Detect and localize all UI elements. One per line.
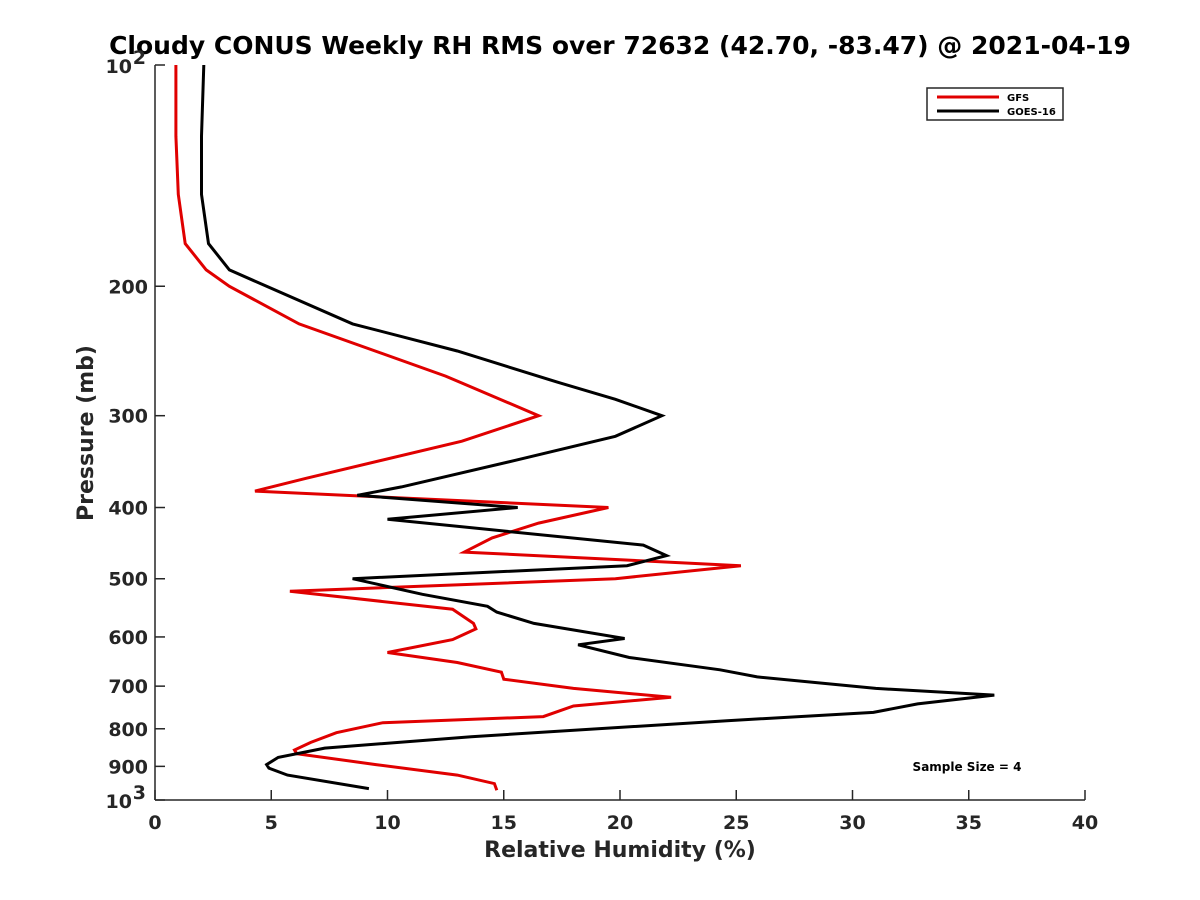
x-ticks: 0 5 10 15 20 25 30 35 40	[148, 790, 1098, 834]
y-axis-label: Pressure (mb)	[74, 345, 99, 521]
x-tick-label: 30	[839, 812, 865, 834]
y-tick-label: 200	[108, 276, 148, 298]
sample-size-annotation: Sample Size = 4	[913, 760, 1022, 774]
y-tick-label: 400	[108, 498, 148, 520]
x-tick-label: 25	[723, 812, 749, 834]
y-tick-label: 300	[108, 406, 148, 428]
y-tick-label-base: 10	[106, 791, 132, 813]
x-tick-label: 35	[956, 812, 982, 834]
y-tick-label: 600	[108, 627, 148, 649]
series-line-gfs	[174, 65, 742, 791]
y-tick-label: 700	[108, 676, 148, 698]
legend: GFS GOES-16	[926, 87, 1064, 121]
y-tick-label: 900	[108, 756, 148, 778]
x-axis-label: Relative Humidity (%)	[484, 838, 756, 863]
x-tick-label: 10	[374, 812, 400, 834]
x-tick-label: 0	[148, 812, 161, 834]
x-tick-label: 20	[607, 812, 633, 834]
legend-label: GOES-16	[1007, 107, 1056, 118]
y-tick-label: 500	[108, 569, 148, 591]
series-layer	[174, 64, 995, 791]
legend-box	[926, 87, 1064, 121]
y-tick-label-exponent: 2	[133, 47, 146, 69]
series-line-goes-16	[200, 64, 995, 791]
y-tick-label-exponent: 3	[133, 782, 146, 804]
x-tick-label: 5	[265, 812, 278, 834]
x-tick-label: 15	[491, 812, 517, 834]
legend-label: GFS	[1007, 93, 1029, 104]
chart-title: Cloudy CONUS Weekly RH RMS over 72632 (4…	[109, 31, 1131, 60]
y-tick-label: 800	[108, 719, 148, 741]
y-tick-label-base: 10	[106, 56, 132, 78]
x-tick-label: 40	[1072, 812, 1098, 834]
axes	[154, 65, 1085, 801]
